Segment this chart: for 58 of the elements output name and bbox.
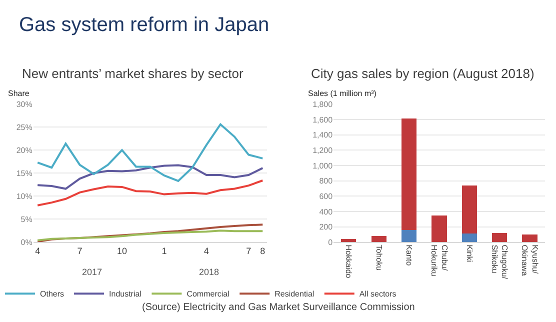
bar [492,232,508,242]
x-tick-label: 10 [116,246,127,256]
line-series [36,224,264,242]
text: (Source) Electricity and Gas Market Surveillance Commission [142,302,415,313]
legend-label: Industrial [109,290,142,299]
y-tick-label: 1,400 [312,130,334,140]
y-tick-label: 1,000 [312,161,334,170]
x-tick-label: Kinki [464,244,474,262]
line-series [36,180,264,206]
y-tick-label: 600 [319,192,334,201]
x-tick-label: 4 [35,246,40,256]
text: 2017 [82,267,102,277]
legend-label: Others [40,290,64,299]
x-tick-label: Chubu/ Hokuriku [429,244,449,276]
y-tick-label: 1,800 [312,100,334,109]
x-tick-label: 7 [77,246,82,256]
y-tick-label: 0 [328,238,334,247]
x-tick-label: 7 [246,246,252,256]
x-tick-label: 1 [162,246,167,256]
bar [371,236,386,242]
y-tick-label: 0% [20,238,32,247]
bar [462,185,477,234]
y-tick-label: 20% [16,146,32,155]
y-tick-label: 400 [319,207,334,216]
line-series [36,123,264,182]
x-tick-label: Hokkaido [344,244,354,279]
x-tick-label: Chugoku/ Shikoku [490,244,510,280]
line-series [36,164,264,190]
text: Gas system reform in Japan [19,14,270,36]
legend-label: All sectors [359,290,396,299]
y-tick-label: 1,600 [312,115,334,124]
y-axis-title: Share [8,89,30,98]
legend-label: Commercial [186,290,230,299]
line-series [36,230,264,242]
bar [402,230,417,242]
bar [462,234,477,242]
y-tick-label: 25% [16,122,32,132]
y-tick-label: 1,200 [312,146,334,155]
bar [341,239,356,242]
x-tick-label: Tohoku [374,244,384,271]
y-tick-label: 30% [16,100,32,109]
bar [402,118,417,230]
legend-label: Residential [274,290,314,299]
y-tick-label: 10% [16,192,32,201]
y-tick-label: 200 [319,222,334,232]
bar [522,234,538,242]
chart-title: City gas sales by region (August 2018) [311,66,534,81]
y-tick-label: 15% [16,168,32,178]
y-tick-label: 800 [319,176,334,186]
x-tick-label: 4 [204,246,209,256]
y-tick-label: 5% [20,214,32,224]
text: 2018 [199,267,220,277]
y-axis-title: Sales (1 million m³) [308,89,377,98]
x-tick-label: Kanto [404,244,414,266]
bar [432,215,447,242]
x-tick-label: 8 [260,246,266,256]
x-tick-label: Kyushu/ Okinawa [520,244,540,276]
chart-title: New entrants’ market shares by sector [22,66,244,81]
